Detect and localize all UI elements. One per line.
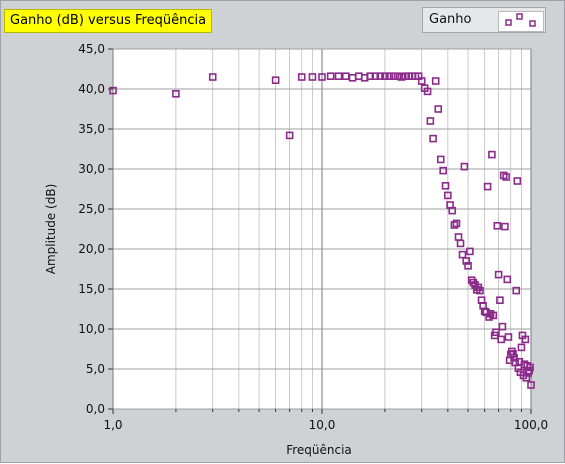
data-point — [450, 221, 459, 229]
x-tick-label: 100,0 — [514, 418, 548, 432]
data-point — [513, 177, 522, 185]
data-point — [498, 322, 507, 331]
data-point — [381, 72, 389, 80]
legend-marker — [529, 20, 536, 27]
data-point — [527, 381, 535, 389]
legend-series-label: Ganho — [429, 12, 472, 27]
data-point — [452, 219, 461, 228]
data-point — [492, 328, 500, 337]
plot-legend[interactable]: Ganho — [422, 7, 546, 33]
data-point — [444, 191, 452, 200]
x-tick-label: 10,0 — [309, 418, 336, 432]
data-point — [456, 239, 465, 248]
data-point — [426, 117, 435, 125]
data-point — [429, 134, 437, 143]
legend-markers — [505, 13, 536, 27]
data-point — [476, 286, 484, 295]
data-point — [522, 373, 531, 382]
legend-marker-swatch[interactable] — [498, 11, 544, 32]
data-point — [371, 72, 380, 80]
data-point — [504, 333, 513, 341]
data-point — [441, 182, 450, 190]
data-point — [494, 270, 503, 279]
data-point — [501, 222, 509, 231]
y-tick-label: 45,0 — [78, 42, 105, 56]
data-point — [439, 166, 447, 175]
data-points — [109, 72, 535, 389]
y-tick-label: 40,0 — [78, 82, 105, 96]
data-point — [496, 296, 504, 305]
data-point — [448, 206, 457, 215]
data-point — [464, 261, 472, 270]
data-point — [521, 335, 530, 344]
graph-title-label: Ganho (dB) versus Freqüência — [4, 9, 213, 33]
data-point — [517, 343, 526, 352]
data-point — [434, 105, 443, 113]
data-point — [488, 150, 496, 159]
y-tick-label: 25,0 — [78, 202, 105, 216]
y-tick-label: 10,0 — [78, 322, 105, 336]
legend-marker — [505, 19, 512, 26]
data-point — [393, 72, 402, 80]
data-point — [389, 72, 398, 80]
data-point — [526, 363, 534, 372]
data-point — [497, 335, 505, 344]
data-point — [423, 87, 432, 96]
data-point — [510, 353, 518, 362]
data-point — [208, 73, 217, 81]
data-point — [271, 76, 280, 84]
data-point — [376, 72, 385, 80]
x-tick-label: 1,0 — [103, 418, 122, 432]
data-point — [509, 349, 517, 358]
data-point — [436, 155, 445, 164]
data-point — [512, 286, 521, 295]
data-point — [285, 131, 294, 140]
data-point — [366, 72, 374, 80]
data-point — [297, 73, 306, 81]
data-point — [109, 86, 117, 95]
legend-marker — [516, 13, 523, 20]
data-point — [489, 311, 498, 320]
data-point — [503, 275, 512, 284]
data-point — [431, 77, 440, 85]
y-tick-label: 30,0 — [78, 162, 105, 176]
y-tick-label: 0,0 — [86, 402, 105, 416]
data-point — [502, 173, 510, 181]
data-point — [483, 182, 492, 191]
axis-ticks: 0,0 5,0 10,0 15,0 20,0 25,0 30,0 35,0 40,0 45,0 1,… — [78, 42, 548, 432]
y-tick-label: 15,0 — [78, 282, 105, 296]
data-point — [172, 90, 180, 98]
data-point — [385, 72, 394, 80]
data-point — [334, 72, 343, 80]
data-point — [318, 73, 326, 81]
data-point — [326, 72, 335, 80]
data-point — [417, 77, 426, 85]
y-axis-title: Amplitude (dB) — [44, 184, 58, 275]
grid-lines — [112, 48, 532, 410]
y-tick-label: 20,0 — [78, 242, 105, 256]
data-point — [466, 247, 474, 256]
y-tick-label: 35,0 — [78, 122, 105, 136]
data-point — [493, 222, 502, 230]
data-point — [308, 73, 317, 81]
data-point — [460, 162, 469, 171]
x-axis-title: Freqüência — [286, 443, 352, 457]
data-point — [462, 257, 471, 265]
y-tick-label: 5,0 — [86, 362, 105, 376]
